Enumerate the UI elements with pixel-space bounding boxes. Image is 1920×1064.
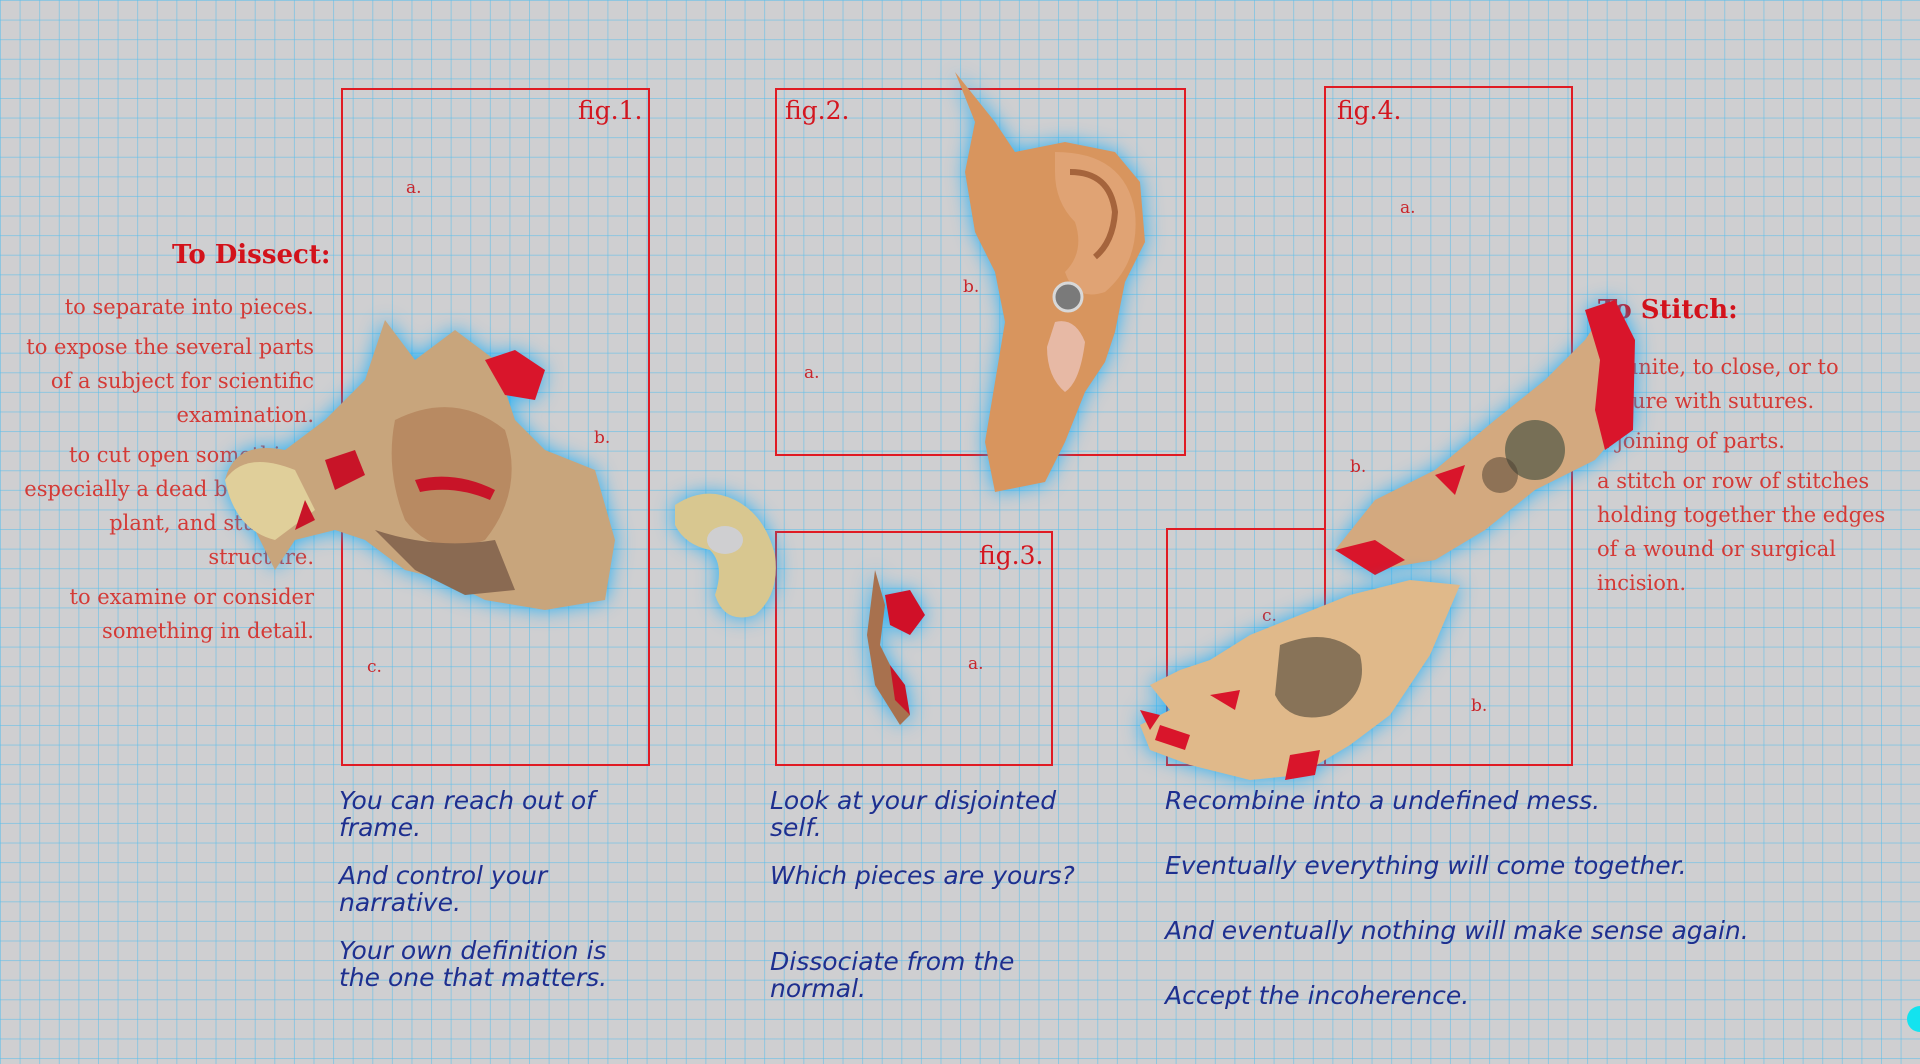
fig2-marker-a: a. [804, 363, 820, 383]
fig4-marker-b-upper: b. [1350, 457, 1367, 477]
stitch-definitions: to unite, to close, or to secure with su… [1597, 350, 1897, 606]
fig1-marker-c: c. [367, 657, 382, 677]
fig2-label: fig.2. [785, 96, 850, 125]
stitch-def-1: to unite, to close, or to secure with su… [1597, 355, 1839, 413]
quote-col2-1: Look at your disjointed self. [770, 786, 1057, 842]
fig2-frame [775, 88, 1186, 456]
quote-col3-4: Accept the incoherence. [1165, 981, 1470, 1010]
pelvis-bone-scan [665, 485, 785, 625]
hand-scan [1130, 575, 1470, 790]
dissect-def-4: to examine or consider something in deta… [69, 585, 315, 643]
fig1-marker-b: b. [594, 428, 611, 448]
fig1-marker-a: a. [406, 178, 422, 198]
fig2-marker-b: b. [963, 277, 980, 297]
torso-scan [215, 300, 635, 620]
fig1-label: fig.1. [578, 96, 643, 125]
fig3-frame [775, 531, 1053, 766]
stitch-def-3: a stitch or row of stitches holding toge… [1597, 469, 1886, 595]
quote-col1-3: Your own definition is the one that matt… [339, 936, 608, 992]
dissect-title: To Dissect: [172, 240, 331, 270]
forearm-scan [1315, 300, 1635, 580]
dissect-def-2: to expose the several parts of a subject… [26, 335, 314, 427]
quote-col2-2: Which pieces are yours? [770, 861, 1075, 890]
cursor-dot [1907, 1006, 1920, 1032]
quote-col1-1: You can reach out of frame. [339, 786, 595, 842]
quote-col3-2: Eventually everything will come together… [1165, 851, 1687, 880]
quote-col1-2: And control your narrative. [339, 861, 548, 917]
quote-col3-1: Recombine into a undefined mess. [1165, 786, 1601, 815]
quote-col3-3: And eventually nothing will make sense a… [1165, 916, 1749, 945]
fig4-marker-c: c. [1262, 606, 1277, 626]
dissect-def-1: to separate into pieces. [64, 295, 314, 319]
fig4-marker-a: a. [1400, 198, 1416, 218]
stitch-def-2: a joining of parts. [1597, 429, 1785, 453]
fig3-label: fig.3. [979, 541, 1044, 570]
fig4-marker-b-lower: b. [1471, 696, 1488, 716]
ear-scan [935, 62, 1155, 502]
fig4-label: fig.4. [1337, 96, 1402, 125]
quote-col2-3: Dissociate from the normal. [770, 947, 1015, 1003]
fig3-marker-a: a. [968, 654, 984, 674]
small-tissue-scan [855, 565, 935, 730]
